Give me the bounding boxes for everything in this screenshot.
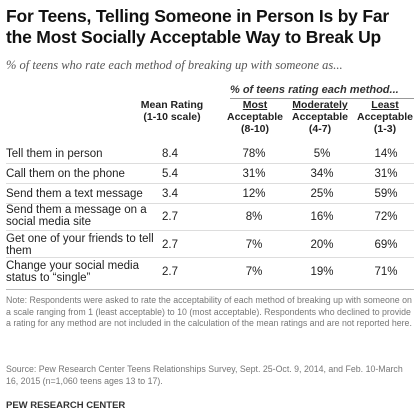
cell-moderately: 16%: [310, 211, 334, 223]
column-header-line: (1-10 scale): [143, 111, 201, 123]
cell-least: 59%: [374, 188, 398, 200]
cell-moderately: 20%: [310, 239, 334, 251]
column-header-line: Acceptable: [226, 111, 284, 123]
column-header-line: Least: [371, 99, 399, 111]
chart-subtitle: % of teens who rate each method of break…: [6, 58, 343, 72]
cell-most: 7%: [245, 266, 263, 278]
row-label: Get one of your friends to tell them: [6, 233, 154, 257]
column-header-line: Moderately: [292, 99, 348, 111]
cell-moderately: 25%: [310, 188, 334, 200]
cell-least: 31%: [374, 168, 398, 180]
cell-most: 12%: [242, 188, 266, 200]
cell-least: 71%: [374, 266, 398, 278]
column-header-line: (8-10): [240, 123, 269, 135]
column-header-line: Mean Rating: [140, 99, 204, 111]
cell-mean: 2.7: [162, 211, 178, 223]
row-label: Change your social media status to “sing…: [6, 260, 139, 284]
cell-mean: 3.4: [162, 188, 178, 200]
row-divider: [6, 257, 414, 258]
table-row: Change your social media status to “sing…: [0, 257, 420, 284]
row-divider: [6, 183, 414, 184]
cell-moderately: 34%: [310, 168, 334, 180]
row-divider: [6, 163, 414, 164]
column-header-most-acceptable: Most Acceptable (8-10): [224, 99, 286, 135]
table-row: Tell them in person 8.4 78% 5% 14%: [0, 143, 420, 165]
brand-logo-text: PEW RESEARCH CENTER: [6, 400, 126, 411]
row-label: Call them on the phone: [6, 168, 125, 180]
cell-mean: 5.4: [162, 168, 178, 180]
cell-least: 72%: [374, 211, 398, 223]
cell-mean: 8.4: [162, 148, 178, 160]
cell-least: 69%: [374, 239, 398, 251]
group-header-rule: [230, 98, 414, 99]
table-row: Send them a text message 3.4 12% 25% 59%: [0, 183, 420, 205]
cell-most: 8%: [245, 211, 263, 223]
row-divider: [6, 203, 414, 204]
note-divider: [6, 289, 414, 290]
row-divider: [6, 230, 414, 231]
cell-most: 31%: [242, 168, 266, 180]
cell-most: 7%: [245, 239, 263, 251]
cell-mean: 2.7: [162, 266, 178, 278]
table-row: Call them on the phone 5.4 31% 34% 31%: [0, 163, 420, 185]
column-header-line: Most: [242, 99, 268, 111]
column-header-line: (4-7): [308, 123, 332, 135]
row-label: Tell them in person: [6, 148, 103, 160]
column-header-moderately-acceptable: Moderately Acceptable (4-7): [283, 99, 357, 135]
source-note: Source: Pew Research Center Teens Relati…: [6, 364, 403, 386]
table-row: Get one of your friends to tell them 2.7…: [0, 230, 420, 257]
cell-most: 78%: [242, 148, 266, 160]
chart-title: For Teens, Telling Someone in Person Is …: [6, 6, 390, 47]
cell-moderately: 19%: [310, 266, 334, 278]
column-header-line: Acceptable: [291, 111, 349, 123]
row-label: Send them a message on a social media si…: [6, 204, 147, 228]
table-row: Send them a message on a social media si…: [0, 203, 420, 228]
cell-moderately: 5%: [313, 148, 331, 160]
column-header-mean-rating: Mean Rating (1-10 scale): [136, 99, 208, 123]
group-header: % of teens rating each method...: [230, 84, 399, 96]
cell-least: 14%: [374, 148, 398, 160]
column-header-line: Acceptable: [356, 111, 414, 123]
column-header-least-acceptable: Least Acceptable (1-3): [355, 99, 415, 135]
column-header-line: (1-3): [373, 123, 397, 135]
footnote: Note: Respondents were asked to rate the…: [6, 295, 412, 328]
row-label: Send them a text message: [6, 188, 143, 200]
cell-mean: 2.7: [162, 239, 178, 251]
